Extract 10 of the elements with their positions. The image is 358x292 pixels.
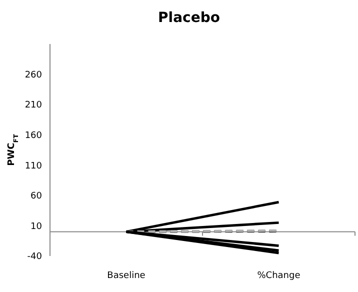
- y-tick-label: 260: [24, 70, 42, 80]
- y-tick-label: 60: [30, 192, 42, 202]
- x-tick-label: Baseline: [107, 271, 146, 281]
- y-tick-label: -40: [27, 252, 42, 262]
- y-tick-label: 160: [24, 131, 42, 142]
- y-tick-label: 210: [24, 100, 42, 111]
- x-tick-label: %Change: [257, 271, 301, 281]
- y-tick-label: 10: [30, 222, 42, 232]
- chart-title: Placebo: [158, 10, 220, 26]
- y-tick-label: 110: [24, 161, 42, 172]
